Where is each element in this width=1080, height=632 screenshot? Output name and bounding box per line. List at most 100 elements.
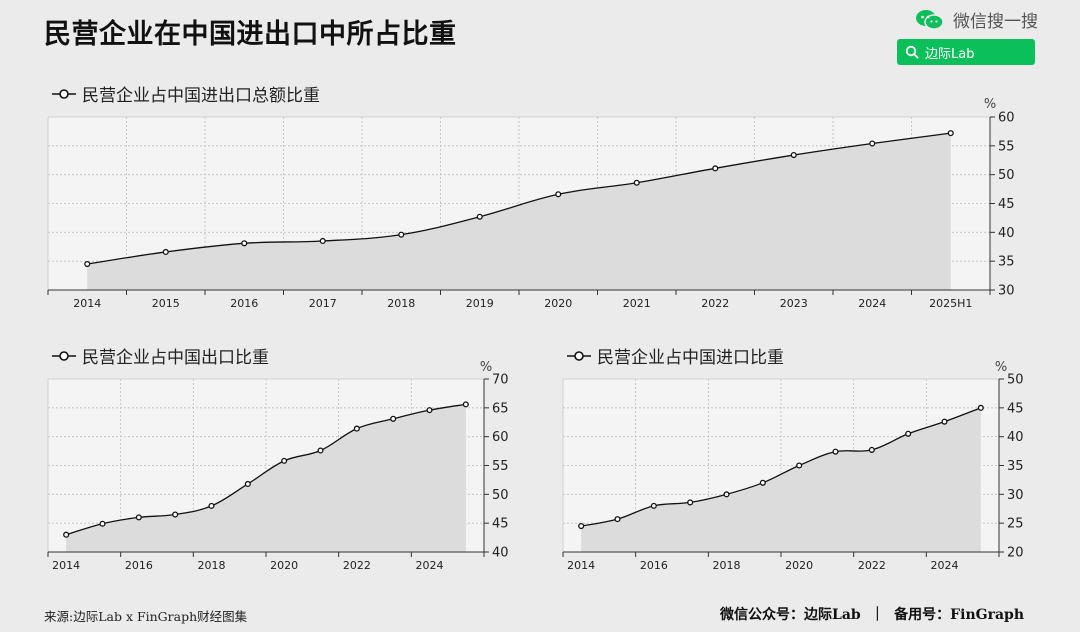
page-title: 民营企业在中国进出口中所占比重 xyxy=(44,19,457,50)
wechat-search-label: 微信搜一搜 xyxy=(953,12,1038,32)
y-tick-label: 40 xyxy=(492,546,509,561)
chart-import-title: 民营企业占中国进口比重 xyxy=(567,343,784,368)
x-tick-label: 2020 xyxy=(270,559,298,572)
y-unit-label: % xyxy=(984,97,996,112)
x-tick-label: 2025H1 xyxy=(929,297,972,310)
series-area xyxy=(581,407,981,552)
series-line xyxy=(87,132,951,265)
search-button[interactable]: 边际Lab xyxy=(897,39,1035,65)
series-area xyxy=(87,133,951,290)
y-tick-label: 40 xyxy=(998,226,1015,241)
y-tick-label: 25 xyxy=(1007,517,1024,532)
data-point xyxy=(99,520,106,527)
data-point xyxy=(281,457,288,464)
x-tick-label: 2018 xyxy=(387,297,415,310)
legend-marker-icon xyxy=(567,350,591,361)
data-point xyxy=(172,511,179,518)
wechat-search-brand[interactable]: 微信搜一搜 xyxy=(915,7,1038,32)
series-line xyxy=(581,407,982,527)
data-point xyxy=(712,165,719,172)
y-tick-label: 50 xyxy=(1007,373,1024,388)
chart-total-title-text: 民营企业占中国进出口总额比重 xyxy=(82,86,320,106)
x-tick-label: 2023 xyxy=(780,297,808,310)
data-point xyxy=(426,407,433,414)
y-tick-label: 60 xyxy=(492,430,509,445)
data-point xyxy=(208,502,215,509)
y-tick-label: 35 xyxy=(998,255,1015,270)
wechat-icon xyxy=(916,9,944,30)
y-tick-label: 65 xyxy=(492,401,509,416)
x-tick-label: 2022 xyxy=(858,559,886,572)
data-point xyxy=(869,140,876,147)
series-line xyxy=(65,403,466,536)
data-point xyxy=(759,479,766,486)
data-point xyxy=(650,502,657,509)
chart-total-title: 民营企业占中国进出口总额比重 xyxy=(52,81,320,106)
x-tick-label: 2018 xyxy=(198,559,226,572)
legend-marker-icon xyxy=(52,350,76,361)
x-tick-label: 2016 xyxy=(125,559,153,572)
data-point xyxy=(723,491,730,498)
y-tick-label: 30 xyxy=(1007,488,1024,503)
data-point xyxy=(555,191,562,198)
x-tick-label: 2016 xyxy=(640,559,668,572)
x-tick-label: 2019 xyxy=(466,297,494,310)
data-point xyxy=(796,462,803,469)
legend-marker-icon xyxy=(52,88,76,99)
data-point xyxy=(317,447,324,454)
x-tick-label: 2017 xyxy=(309,297,337,310)
source-note: 来源:边际Lab x FinGraph财经图集 xyxy=(44,609,248,624)
data-point xyxy=(947,130,954,137)
chart-import-title-text: 民营企业占中国进口比重 xyxy=(597,348,784,368)
x-tick-label: 2014 xyxy=(567,559,595,572)
data-point xyxy=(84,260,91,268)
y-tick-label: 20 xyxy=(1007,546,1024,561)
x-tick-label: 2014 xyxy=(73,297,101,310)
y-tick-label: 50 xyxy=(998,168,1015,183)
y-tick-label: 35 xyxy=(1007,459,1024,474)
y-tick-label: 45 xyxy=(998,197,1015,212)
x-tick-label: 2022 xyxy=(701,297,729,310)
data-point xyxy=(832,448,839,455)
y-tick-label: 40 xyxy=(1007,430,1024,445)
data-point xyxy=(244,480,251,488)
data-point xyxy=(241,240,248,247)
y-tick-label: 55 xyxy=(492,459,509,474)
x-tick-label: 2024 xyxy=(931,559,959,572)
data-point xyxy=(687,499,694,506)
data-point xyxy=(462,401,469,408)
x-tick-label: 2015 xyxy=(152,297,180,310)
chart-export-title-text: 民营企业占中国出口比重 xyxy=(82,348,269,368)
data-point xyxy=(398,231,405,238)
footer-account: 微信公众号：边际Lab ｜ 备用号：FinGraph xyxy=(719,607,1024,623)
data-point xyxy=(614,516,621,523)
series-area xyxy=(66,404,466,552)
y-tick-label: 60 xyxy=(998,111,1015,126)
y-tick-label: 45 xyxy=(1007,401,1024,416)
chart-export-title: 民营企业占中国出口比重 xyxy=(52,343,269,368)
x-tick-label: 2021 xyxy=(623,297,651,310)
x-tick-label: 2020 xyxy=(544,297,572,310)
x-tick-label: 2018 xyxy=(713,559,741,572)
data-point xyxy=(578,522,585,530)
y-unit-label: % xyxy=(480,360,492,375)
y-tick-label: 30 xyxy=(998,284,1015,299)
x-tick-label: 2024 xyxy=(858,297,886,310)
x-tick-label: 2016 xyxy=(230,297,258,310)
y-unit-label: % xyxy=(995,360,1007,375)
data-point xyxy=(476,213,483,220)
data-point xyxy=(790,152,797,159)
y-tick-label: 70 xyxy=(492,373,509,388)
y-tick-label: 50 xyxy=(492,488,509,503)
data-point xyxy=(633,179,640,186)
data-point xyxy=(63,531,70,538)
x-tick-label: 2022 xyxy=(343,559,371,572)
data-point xyxy=(162,248,169,255)
search-button-text: 边际Lab xyxy=(925,46,975,62)
data-point xyxy=(977,404,984,411)
search-icon xyxy=(905,45,919,59)
data-point xyxy=(353,425,360,432)
